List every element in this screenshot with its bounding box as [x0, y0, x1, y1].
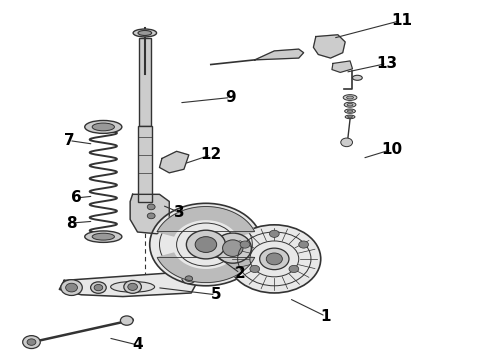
Ellipse shape — [346, 96, 353, 99]
Ellipse shape — [138, 31, 152, 36]
Circle shape — [195, 237, 217, 252]
Ellipse shape — [133, 29, 157, 37]
Circle shape — [250, 265, 260, 273]
Text: 9: 9 — [225, 90, 236, 105]
Circle shape — [147, 204, 155, 210]
Text: 3: 3 — [174, 205, 184, 220]
Circle shape — [124, 280, 142, 293]
Circle shape — [260, 248, 289, 270]
Ellipse shape — [344, 109, 355, 113]
Circle shape — [266, 253, 282, 265]
Polygon shape — [157, 207, 255, 236]
Text: 11: 11 — [391, 13, 412, 28]
Ellipse shape — [214, 233, 251, 263]
Circle shape — [240, 241, 250, 248]
Bar — [139, 39, 151, 126]
Circle shape — [66, 283, 77, 292]
Circle shape — [147, 213, 155, 219]
Ellipse shape — [222, 240, 243, 256]
Circle shape — [182, 274, 196, 284]
Ellipse shape — [345, 115, 355, 119]
Text: 4: 4 — [132, 337, 143, 352]
Text: 6: 6 — [71, 190, 82, 206]
Polygon shape — [255, 49, 304, 60]
Polygon shape — [130, 194, 169, 234]
Ellipse shape — [85, 121, 122, 134]
Circle shape — [27, 339, 36, 345]
Ellipse shape — [343, 95, 357, 100]
Text: 13: 13 — [376, 56, 397, 71]
Polygon shape — [157, 253, 255, 283]
Ellipse shape — [344, 102, 356, 107]
Ellipse shape — [92, 233, 115, 240]
Circle shape — [228, 225, 321, 293]
Circle shape — [150, 203, 262, 286]
Ellipse shape — [347, 103, 353, 106]
Circle shape — [94, 284, 103, 291]
Ellipse shape — [92, 123, 115, 131]
Polygon shape — [314, 35, 345, 58]
Text: 2: 2 — [235, 266, 245, 281]
Circle shape — [186, 230, 225, 259]
Circle shape — [91, 282, 106, 293]
Ellipse shape — [347, 116, 352, 118]
Circle shape — [341, 138, 352, 147]
Circle shape — [270, 230, 279, 237]
Text: 8: 8 — [66, 216, 77, 230]
Circle shape — [121, 316, 133, 325]
Bar — [138, 126, 152, 202]
Text: 1: 1 — [320, 309, 331, 324]
Circle shape — [289, 265, 299, 273]
Text: 12: 12 — [200, 147, 221, 162]
Ellipse shape — [85, 231, 122, 242]
Text: 7: 7 — [64, 133, 74, 148]
Circle shape — [23, 336, 40, 348]
Polygon shape — [59, 271, 196, 297]
Circle shape — [61, 280, 82, 296]
Ellipse shape — [352, 75, 362, 80]
Polygon shape — [159, 151, 189, 173]
Text: 10: 10 — [381, 142, 402, 157]
Ellipse shape — [347, 110, 353, 112]
Circle shape — [128, 283, 138, 291]
Ellipse shape — [111, 282, 155, 292]
Circle shape — [299, 241, 309, 248]
Text: 5: 5 — [210, 287, 221, 302]
Circle shape — [185, 276, 193, 282]
Polygon shape — [332, 61, 352, 72]
